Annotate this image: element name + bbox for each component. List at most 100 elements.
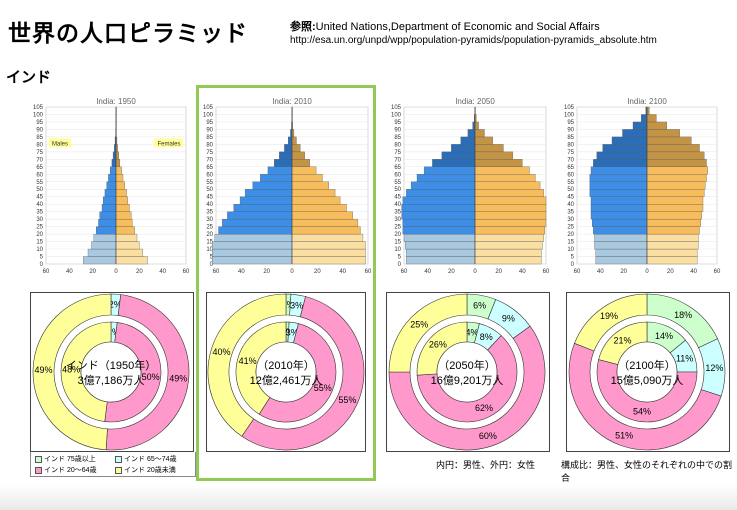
y-tick-label: 75 [394,150,401,156]
donut-box-1950: 0%2%49%49%0%2%50%48%インド（1950年）3億7,186万人 [30,292,194,452]
bar-male [114,144,117,153]
y-tick-label: 20 [394,232,401,238]
bar-female [646,174,707,182]
bar-female [474,121,479,130]
bar-male [594,241,648,250]
x-tick-label: 60 [401,269,408,275]
bar-male [441,151,476,160]
bar-male [596,151,648,160]
x-tick-label: 20 [667,269,674,275]
x-tick-label: 40 [339,269,346,275]
bar-male [288,136,293,145]
bar-male [227,211,293,220]
legend-item-75plus: インド 75歳以上 [35,454,96,464]
donut-pct-label: 55% [338,395,356,405]
y-tick-label: 90 [36,127,43,133]
y-tick-label: 40 [206,202,213,208]
bar-male [212,256,293,265]
y-tick-label: 50 [36,187,43,193]
bar-female [646,144,700,153]
bar-female [291,174,323,182]
bar-female [291,226,361,235]
bar-male [590,196,648,205]
y-tick-label: 35 [567,210,574,216]
x-tick-label: 40 [66,269,73,275]
pyramid-title: India: 2010 [272,97,312,106]
bar-female [646,248,698,257]
donut-pct-label: 49% [169,373,187,383]
x-tick-label: 20 [89,269,96,275]
bar-male [284,144,293,153]
y-tick-label: 55 [567,180,574,186]
males-label-bg [49,138,71,148]
bar-male [108,174,117,182]
country-label: インド [6,68,52,86]
y-tick-label: 80 [567,142,574,148]
bar-female [115,174,124,182]
bar-male [91,241,117,250]
bar-male [410,181,476,190]
donut-slice-outer [388,325,546,451]
donut-hole [436,341,498,403]
legend-item-under20: インド 20歳未満 [115,465,176,475]
y-tick-label: 25 [36,225,43,231]
highlight-frame-2010 [196,85,376,481]
bar-female [646,211,703,220]
donut-pct-label: 1% [282,300,295,310]
y-tick-label: 100 [33,112,44,118]
donut-box-2010: 1% 3% 55% 40% 1% 3% 55% 41% （2010年） 12億2,461万人 [206,292,366,452]
bar-female [474,211,547,220]
donut-pct-label: 12% [705,363,723,373]
bar-male [402,226,476,235]
bar-male [401,211,476,220]
donut-pct-label: 50% [142,372,160,382]
source-url[interactable]: http://esa.un.org/unpd/wpp/population-py… [290,35,657,46]
y-tick-label: 50 [567,187,574,193]
bar-female [646,196,704,205]
bar-male [640,114,648,123]
y-tick-label: 95 [206,120,213,126]
bar-female [291,166,317,175]
bar-female [291,151,305,160]
legend-item-20-64: インド 20～64歳 [35,465,97,475]
donut-year-label: （2100年） [618,358,675,372]
bar-male [460,136,476,145]
bar-female [115,218,133,227]
pyramid-2050: 0510152025303540455055606570758085909510… [391,97,550,275]
y-tick-label: 50 [206,187,213,193]
donut-pct-label: 60% [479,431,497,441]
bar-male [222,218,293,227]
bar-male [589,174,648,182]
bar-male [594,233,648,242]
bar-male [590,211,648,220]
donut-slice-outer [207,293,287,437]
bar-male [401,204,476,212]
bar-male [451,144,476,153]
donut-1950: 0%2%49%49%0%2%50%48%インド（1950年）3億7,186万人 [32,293,190,451]
y-tick-label: 10 [206,247,213,253]
donut-hole [616,341,678,403]
donut-pct-label: 55% [314,383,332,393]
bar-male [104,189,117,197]
bar-male [632,121,648,130]
bar-male [83,256,117,265]
bar-male [589,189,648,197]
y-tick-label: 10 [36,247,43,253]
bar-male [593,159,648,167]
bar-male [212,248,293,257]
y-tick-label: 5 [210,255,214,261]
y-tick-label: 45 [36,195,43,201]
x-tick-label: 40 [159,269,166,275]
y-tick-label: 30 [36,217,43,223]
bar-female [474,256,542,265]
x-tick-label: 60 [365,269,372,275]
bar-female [291,144,301,153]
chart-legend: インド 75歳以上 インド 65～74歳 インド 20～64歳 インド 20歳未… [30,452,196,477]
ratio-note: 構成比：男性、女性のそれぞれの中での割合 [561,460,733,483]
y-tick-label: 105 [391,105,402,111]
y-tick-label: 70 [567,157,574,163]
y-tick-label: 25 [394,225,401,231]
y-tick-label: 80 [206,142,213,148]
y-tick-label: 75 [206,150,213,156]
y-tick-label: 80 [36,142,43,148]
